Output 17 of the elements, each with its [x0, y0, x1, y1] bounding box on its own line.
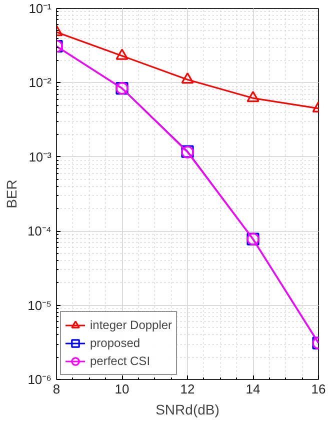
point [181, 72, 194, 84]
y-tick-label: 10⁻¹ [28, 1, 52, 16]
legend-label: integer Doppler [90, 317, 172, 334]
x-tick-label: 8 [52, 382, 60, 396]
x-axis-title: SNRd(dB) [156, 402, 220, 418]
y-tick-label: 10⁻⁵ [28, 298, 52, 313]
legend-label: perfect CSI [90, 353, 150, 370]
legend-label: proposed [90, 335, 140, 352]
y-axis-title: BER [3, 180, 20, 208]
y-tick-label: 10⁻³ [28, 149, 52, 164]
x-tick-label: 12 [180, 382, 195, 396]
x-tick-label: 14 [246, 382, 260, 396]
y-tick-label: 10⁻⁶ [28, 372, 52, 387]
y-tick-label: 10⁻² [28, 75, 52, 90]
x-tick-label: 10 [114, 382, 130, 396]
y-tick-label: 10⁻⁴ [27, 224, 52, 239]
x-tick-label: 16 [311, 382, 326, 396]
